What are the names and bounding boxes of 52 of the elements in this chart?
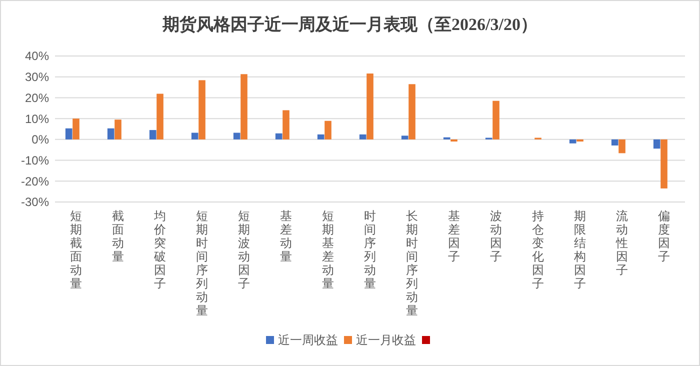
bar: [611, 139, 618, 146]
x-tick-label: 截面动量: [112, 209, 124, 264]
bar: [576, 139, 584, 142]
bar: [450, 139, 458, 142]
legend-label: 近一周收益: [278, 333, 338, 347]
bar: [275, 133, 282, 140]
x-tick-label: 流动性因子: [615, 209, 628, 277]
bar: [156, 94, 164, 140]
y-tick-label: 0%: [32, 132, 50, 147]
bar: [65, 128, 72, 140]
x-tick-label: 时间序列动量: [364, 209, 376, 290]
x-tick-label: 长期时间序列动量: [406, 209, 418, 318]
x-tick-label: 期限结构因子: [573, 209, 586, 290]
x-tick-label: 持仓变化因子: [532, 209, 544, 290]
y-tick-label: 20%: [24, 90, 50, 105]
x-tick-label: 短期基差动量: [322, 209, 334, 290]
x-tick-label: 偏度因子: [658, 209, 670, 264]
bar: [492, 100, 500, 140]
bar: [660, 139, 668, 188]
bar: [107, 128, 114, 140]
x-tick-label: 基差因子: [448, 209, 460, 264]
y-tick-label: -10%: [20, 153, 50, 168]
y-tick-label: 10%: [24, 112, 50, 126]
chart-title: 期货风格因子近一周及近一月表现（至2026/3/20）: [162, 15, 538, 34]
bar: [149, 130, 156, 140]
x-tick-label: 波动因子: [490, 209, 502, 264]
bar: [324, 120, 332, 140]
bar: [569, 139, 576, 144]
bar: [401, 136, 408, 140]
y-tick-label: 40%: [24, 49, 50, 64]
bar: [653, 139, 660, 149]
y-tick-label: -20%: [20, 174, 50, 188]
x-tick-label: 基差动量: [280, 209, 292, 264]
bar: [233, 132, 240, 140]
bar: [191, 132, 198, 140]
bar: [282, 110, 290, 140]
y-tick-label: -30%: [20, 195, 50, 210]
y-tick-label: 30%: [24, 70, 50, 84]
x-tick-label: 短期时间序列动量: [196, 209, 208, 318]
x-tick-label: 短期波动因子: [238, 209, 250, 290]
bar: [72, 118, 80, 140]
bar: [114, 120, 122, 140]
bar: [317, 134, 324, 140]
x-tick-label: 均价突破因子: [153, 209, 166, 290]
bar: [366, 74, 374, 140]
x-tick-label: 短期截面动量: [70, 209, 82, 290]
bar: [618, 139, 626, 154]
bar: [359, 134, 366, 140]
bar: [408, 84, 416, 140]
bar: [240, 74, 248, 140]
legend-label: 近一月收益: [356, 333, 416, 347]
bar: [198, 80, 206, 140]
